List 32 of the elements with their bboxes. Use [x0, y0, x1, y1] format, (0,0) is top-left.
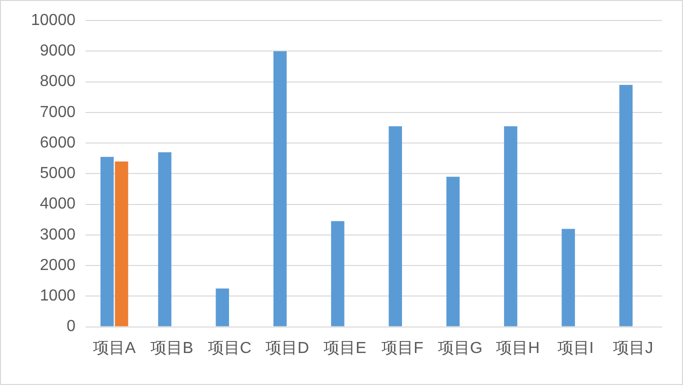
bar — [446, 176, 460, 326]
bar — [114, 161, 128, 326]
y-tick-label: 7000 — [40, 104, 76, 121]
y-tick-label: 9000 — [40, 42, 76, 60]
y-tick-label: 10000 — [30, 12, 76, 30]
x-tick-label: 项目B — [150, 340, 194, 357]
x-tick-label: 项目A — [92, 340, 136, 357]
bar — [331, 221, 344, 326]
bar — [562, 228, 575, 326]
y-tick-label: 1000 — [40, 288, 76, 305]
bar — [273, 51, 287, 326]
y-tick-label: 0 — [66, 318, 76, 336]
x-tick-label: 项目E — [324, 340, 366, 357]
x-tick-label: 项目F — [382, 340, 424, 357]
bar — [158, 152, 172, 326]
y-tick-label: 5000 — [40, 165, 76, 182]
x-tick-label: 项目I — [557, 340, 594, 357]
y-tick-label: 6000 — [40, 134, 76, 152]
x-tick-label: 项目D — [265, 340, 310, 357]
bar — [619, 84, 633, 326]
y-tick-label: 8000 — [40, 73, 76, 90]
y-tick-label: 4000 — [40, 196, 76, 213]
x-tick-label: 项目G — [438, 340, 482, 357]
bar — [100, 156, 114, 326]
bar — [504, 126, 518, 326]
x-tick-label: 项目J — [613, 340, 654, 357]
bar — [216, 288, 230, 326]
y-tick-label: 2000 — [40, 256, 76, 274]
y-tick-label: 3000 — [40, 226, 76, 244]
bar — [388, 126, 402, 326]
x-tick-label: 项目C — [208, 340, 252, 357]
x-tick-label: 项目H — [496, 340, 540, 357]
